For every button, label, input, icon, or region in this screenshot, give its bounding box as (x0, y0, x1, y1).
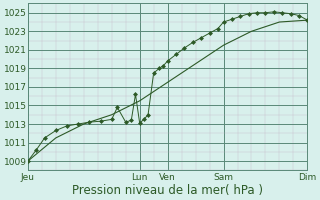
X-axis label: Pression niveau de la mer( hPa ): Pression niveau de la mer( hPa ) (72, 184, 263, 197)
